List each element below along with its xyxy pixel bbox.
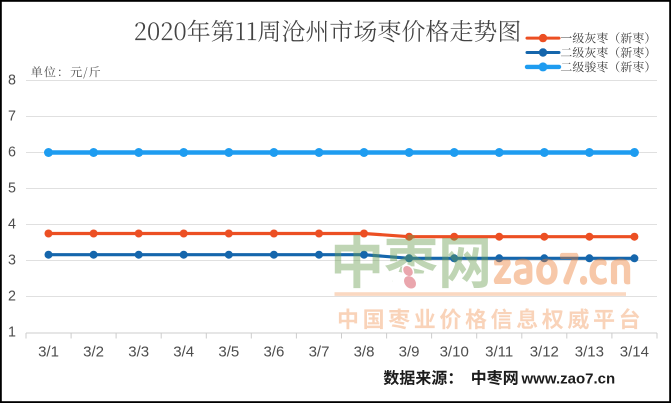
svg-text:4: 4 (8, 217, 16, 233)
svg-text:1: 1 (8, 325, 16, 341)
svg-text:3/4: 3/4 (173, 344, 194, 361)
svg-text:7: 7 (8, 109, 16, 125)
svg-text:3/8: 3/8 (354, 344, 375, 361)
svg-text:3/7: 3/7 (309, 344, 330, 361)
svg-text:8: 8 (8, 73, 16, 89)
svg-text:3/12: 3/12 (530, 344, 559, 361)
svg-text:3/13: 3/13 (575, 344, 604, 361)
svg-text:3/2: 3/2 (83, 344, 104, 361)
svg-text:2: 2 (8, 289, 16, 305)
svg-text:3/6: 3/6 (263, 344, 284, 361)
svg-text:3/11: 3/11 (485, 344, 513, 361)
svg-text:3/5: 3/5 (218, 344, 239, 361)
svg-text:3/3: 3/3 (128, 344, 149, 361)
svg-text:3/14: 3/14 (620, 344, 649, 361)
svg-text:6: 6 (8, 145, 16, 161)
svg-text:3/10: 3/10 (440, 344, 469, 361)
svg-text:www.zao7.cn: www.zao7.cn (521, 371, 616, 388)
svg-text:3/1: 3/1 (38, 344, 59, 361)
svg-text:3: 3 (8, 253, 16, 269)
svg-text:3/9: 3/9 (399, 344, 420, 361)
svg-text:5: 5 (8, 181, 16, 197)
